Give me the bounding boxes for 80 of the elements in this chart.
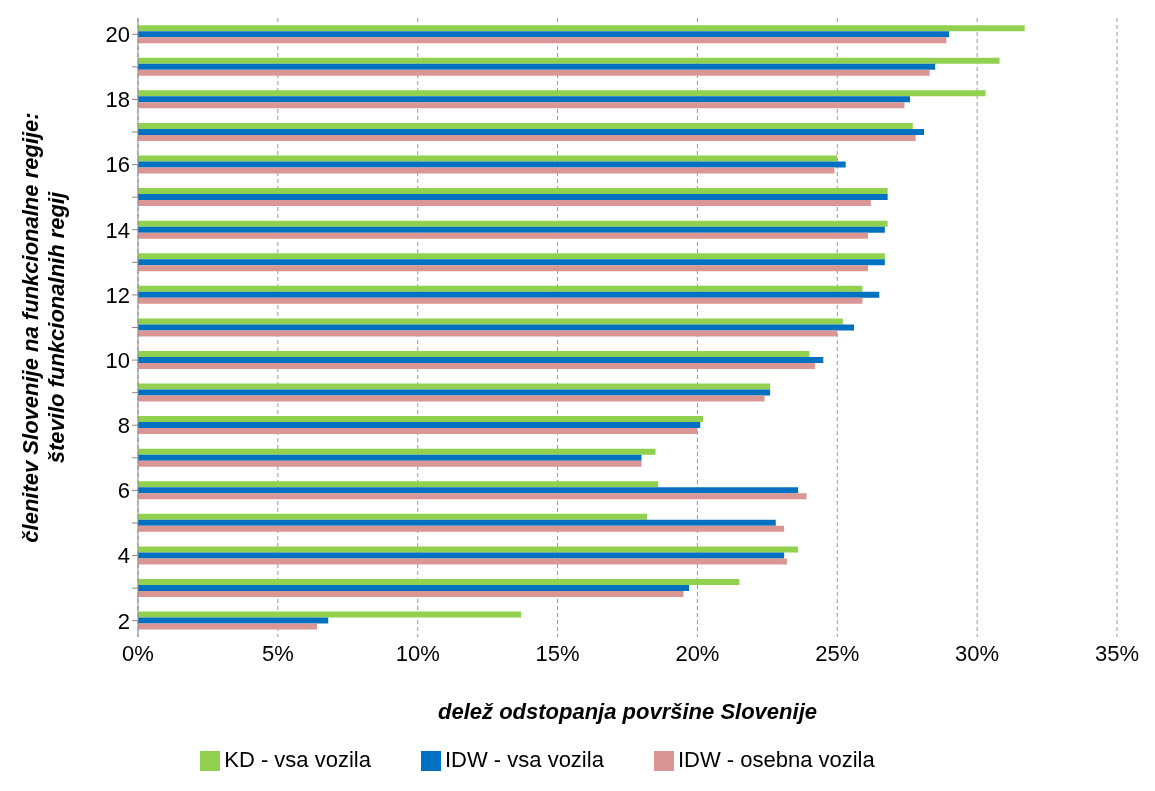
bar xyxy=(138,134,916,141)
bar xyxy=(138,128,924,135)
bar xyxy=(138,525,785,532)
bar xyxy=(138,253,885,260)
bar xyxy=(138,356,824,363)
bar xyxy=(138,362,815,369)
bar xyxy=(138,395,765,402)
bar xyxy=(138,90,986,97)
bar xyxy=(138,226,885,233)
x-tick-label: 10% xyxy=(395,640,440,666)
x-tick-label: 5% xyxy=(261,640,294,666)
bar xyxy=(138,383,771,390)
bar xyxy=(138,167,835,174)
bar xyxy=(138,611,522,618)
bar xyxy=(138,200,871,207)
bar xyxy=(138,220,888,227)
bar xyxy=(138,493,807,500)
y-tick-label: 16 xyxy=(105,152,130,178)
bar xyxy=(138,161,846,168)
bar xyxy=(138,487,799,494)
bar xyxy=(138,194,888,201)
bar xyxy=(138,265,869,272)
bar xyxy=(138,102,905,109)
bar xyxy=(138,460,642,467)
bar xyxy=(138,454,642,461)
bar xyxy=(138,428,698,435)
bar xyxy=(138,259,885,266)
x-tick-label: 30% xyxy=(955,640,1000,666)
x-tick-label: 0% xyxy=(122,640,154,666)
y-tick-label: 4 xyxy=(117,543,130,569)
x-tick-label: 15% xyxy=(535,640,580,666)
y-tick-label: 2 xyxy=(117,608,130,634)
x-tick-label: 25% xyxy=(815,640,860,666)
bar xyxy=(138,481,659,488)
bar xyxy=(138,330,838,337)
bar xyxy=(138,519,776,526)
bar xyxy=(138,591,684,598)
bar xyxy=(138,617,329,624)
x-tick-label: 35% xyxy=(1094,640,1140,666)
bar xyxy=(138,324,855,331)
bar xyxy=(138,285,863,292)
y-tick-label: 18 xyxy=(105,87,130,113)
y-axis-title: členitev Slovenije na funkcionalne regije: število funkcionalnih regij xyxy=(18,112,69,543)
bar xyxy=(138,37,947,44)
y-tick-label: 6 xyxy=(117,478,130,504)
bar xyxy=(138,389,771,396)
bar xyxy=(138,96,911,103)
x-tick-label: 20% xyxy=(675,640,720,666)
bar xyxy=(138,297,863,304)
y-tick-label: 12 xyxy=(105,282,130,308)
bar xyxy=(138,546,799,553)
bar xyxy=(138,318,843,325)
bar xyxy=(138,585,690,592)
bar xyxy=(138,552,785,559)
bar xyxy=(138,155,838,162)
bar xyxy=(138,513,648,520)
y-tick-label: 8 xyxy=(117,413,130,439)
legend-label: KD - vsa vozila xyxy=(224,747,371,772)
bar xyxy=(138,69,930,76)
legend-label: IDW - osebna vozila xyxy=(677,747,875,772)
x-axis-title: delež odstopanja površine Slovenije xyxy=(438,699,817,724)
bar xyxy=(138,291,880,298)
bar xyxy=(138,350,810,357)
bar xyxy=(138,422,701,429)
legend-label: IDW - vsa vozila xyxy=(444,747,604,772)
bar xyxy=(138,623,318,630)
bar xyxy=(138,25,1025,32)
y-tick-label: 14 xyxy=(105,217,130,243)
bar xyxy=(138,232,869,239)
bar xyxy=(138,31,950,38)
bar xyxy=(138,63,936,70)
bar xyxy=(138,57,1000,64)
bar xyxy=(138,579,740,586)
bar xyxy=(138,188,888,195)
bar xyxy=(138,416,704,423)
bar xyxy=(138,122,913,129)
y-tick-label: 10 xyxy=(105,347,130,373)
bar xyxy=(138,448,656,455)
bar xyxy=(138,558,787,565)
y-tick-label: 20 xyxy=(105,22,130,48)
